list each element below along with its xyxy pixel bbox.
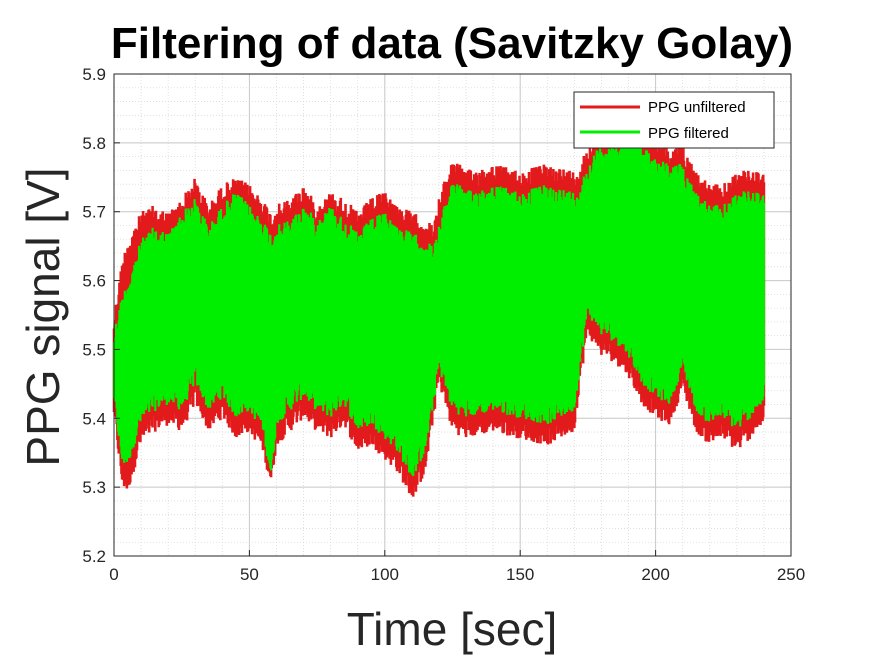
- legend-label-filtered: PPG filtered: [648, 125, 729, 142]
- legend-label-unfiltered: PPG unfiltered: [648, 99, 746, 116]
- x-tick-label: 150: [506, 565, 534, 584]
- plot-border: [113, 73, 792, 557]
- y-tick-label: 5.8: [82, 134, 106, 153]
- x-tick-label: 0: [109, 565, 118, 584]
- y-tick-label: 5.5: [82, 340, 106, 359]
- axis-ticks: [113, 73, 792, 557]
- y-tick-label: 5.9: [82, 65, 106, 84]
- x-axis-label: Time [sec]: [347, 603, 557, 655]
- x-tick-label: 50: [240, 565, 259, 584]
- legend: PPG unfiltered PPG filtered: [573, 91, 775, 149]
- y-tick-label: 5.6: [82, 272, 106, 291]
- y-tick-label: 5.4: [82, 409, 106, 428]
- x-tick-label: 200: [641, 565, 669, 584]
- chart-title: Filtering of data (Savitzky Golay): [111, 19, 793, 68]
- y-axis-label: PPG signal [V]: [17, 167, 69, 466]
- y-tick-label: 5.3: [82, 478, 106, 497]
- x-tick-label: 100: [371, 565, 399, 584]
- y-tick-labels: 5.2 5.3 5.4 5.5 5.6 5.7 5.8 5.9: [82, 65, 106, 566]
- legend-box: [573, 91, 775, 149]
- y-tick-label: 5.7: [82, 203, 106, 222]
- y-tick-label: 5.2: [82, 547, 106, 566]
- x-tick-label: 250: [777, 565, 805, 584]
- x-tick-labels: 0 50 100 150 200 250: [109, 565, 805, 584]
